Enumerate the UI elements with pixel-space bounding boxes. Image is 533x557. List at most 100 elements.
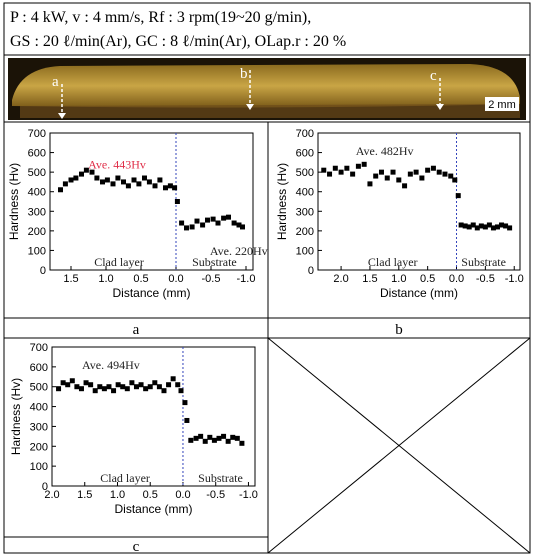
- data-point: [68, 177, 74, 183]
- data-point: [65, 382, 71, 388]
- data-point: [189, 224, 195, 230]
- annotation: Clad layer: [94, 255, 144, 269]
- x-tick-label: 2.0: [333, 273, 348, 285]
- x-tick-label: 1.0: [110, 489, 125, 501]
- data-point: [494, 224, 500, 230]
- scale-bar-label: 2 mm: [488, 99, 516, 111]
- data-point: [470, 222, 476, 228]
- y-tick-label: 100: [28, 245, 46, 257]
- x-tick-label: 1.0: [391, 273, 406, 285]
- x-tick-label: 0.5: [133, 273, 148, 285]
- plot-frame: [49, 132, 254, 271]
- empty-cell-cross: [267, 337, 531, 554]
- data-point: [210, 216, 216, 222]
- x-tick-label: 1.0: [98, 273, 113, 285]
- data-point: [78, 386, 84, 392]
- y-tick-label: 700: [296, 128, 314, 140]
- data-point: [373, 173, 379, 179]
- data-point: [97, 384, 103, 390]
- data-point: [121, 179, 126, 185]
- y-tick-label: 200: [28, 226, 46, 238]
- data-point: [147, 384, 153, 390]
- x-axis-label: Distance (mm): [112, 286, 190, 300]
- data-point: [503, 223, 509, 229]
- y-tick-label: 200: [296, 226, 314, 238]
- data-point: [143, 386, 149, 392]
- photo-label: c: [430, 68, 437, 84]
- data-point: [129, 380, 135, 386]
- data-point: [133, 384, 139, 390]
- data-point: [110, 181, 116, 187]
- data-point: [230, 434, 236, 440]
- x-tick-label: 1.5: [77, 489, 92, 501]
- data-point: [490, 225, 496, 231]
- data-point: [338, 169, 344, 175]
- data-point: [125, 183, 131, 189]
- data-point: [163, 185, 168, 191]
- y-tick-label: 500: [30, 382, 48, 394]
- data-point: [205, 217, 210, 223]
- data-point: [184, 225, 189, 231]
- data-point: [436, 169, 442, 175]
- data-point: [83, 167, 89, 173]
- x-tick-label: -0.5: [206, 489, 225, 501]
- data-point: [234, 435, 240, 441]
- y-tick-label: 0: [42, 481, 48, 493]
- data-point: [136, 181, 142, 187]
- data-point: [179, 220, 185, 226]
- x-tick-label: 2.0: [44, 489, 59, 501]
- data-point: [321, 167, 327, 173]
- data-point: [225, 438, 231, 444]
- chart: 0 100 200 300 400 500 600 700 2.0 1.5 1.0 0.5 0.0 -0.…: [275, 128, 524, 300]
- data-point: [226, 214, 231, 220]
- photo-label: a: [52, 74, 59, 90]
- data-point: [221, 433, 227, 439]
- data-point: [390, 169, 396, 175]
- data-point: [157, 177, 163, 183]
- arrow-head: [436, 104, 444, 110]
- data-point: [458, 222, 464, 228]
- y-tick-label: 200: [30, 441, 48, 453]
- y-tick-label: 500: [296, 167, 314, 179]
- data-point: [175, 382, 181, 388]
- data-point: [407, 171, 413, 177]
- y-tick-label: 400: [30, 402, 48, 414]
- data-point: [115, 175, 121, 181]
- y-tick-label: 600: [28, 148, 46, 160]
- annotation: Ave. 482Hv: [356, 144, 414, 158]
- y-tick-label: 700: [30, 342, 48, 354]
- x-tick-label: 0.0: [168, 273, 183, 285]
- data-point: [367, 181, 373, 187]
- x-axis-label: Distance (mm): [380, 286, 458, 300]
- y-tick-label: 300: [30, 421, 48, 433]
- data-point: [120, 384, 126, 390]
- y-axis-label: Hardness (Hv): [275, 163, 289, 240]
- x-axis-label: Distance (mm): [114, 502, 192, 516]
- y-tick-label: 300: [28, 206, 46, 218]
- data-point: [167, 183, 173, 189]
- annotation: Clad layer: [100, 471, 150, 485]
- data-point: [355, 163, 361, 169]
- data-point: [184, 417, 190, 423]
- x-tick-label: -1.0: [239, 489, 258, 501]
- data-point: [172, 185, 178, 191]
- data-point: [62, 181, 68, 187]
- data-point: [188, 437, 194, 443]
- data-point: [474, 225, 480, 231]
- x-tick-label: 0.0: [449, 273, 464, 285]
- data-point: [94, 175, 100, 181]
- data-point: [231, 220, 237, 226]
- data-point: [100, 179, 105, 185]
- y-tick-label: 100: [296, 245, 314, 257]
- data-point: [507, 225, 513, 231]
- y-tick-label: 0: [308, 265, 314, 277]
- data-point: [182, 400, 188, 406]
- data-point: [200, 222, 206, 228]
- data-point: [156, 384, 162, 390]
- data-point: [430, 165, 436, 171]
- data-point: [482, 224, 488, 230]
- data-point: [178, 388, 184, 394]
- data-point: [194, 218, 200, 224]
- data-point: [202, 438, 208, 444]
